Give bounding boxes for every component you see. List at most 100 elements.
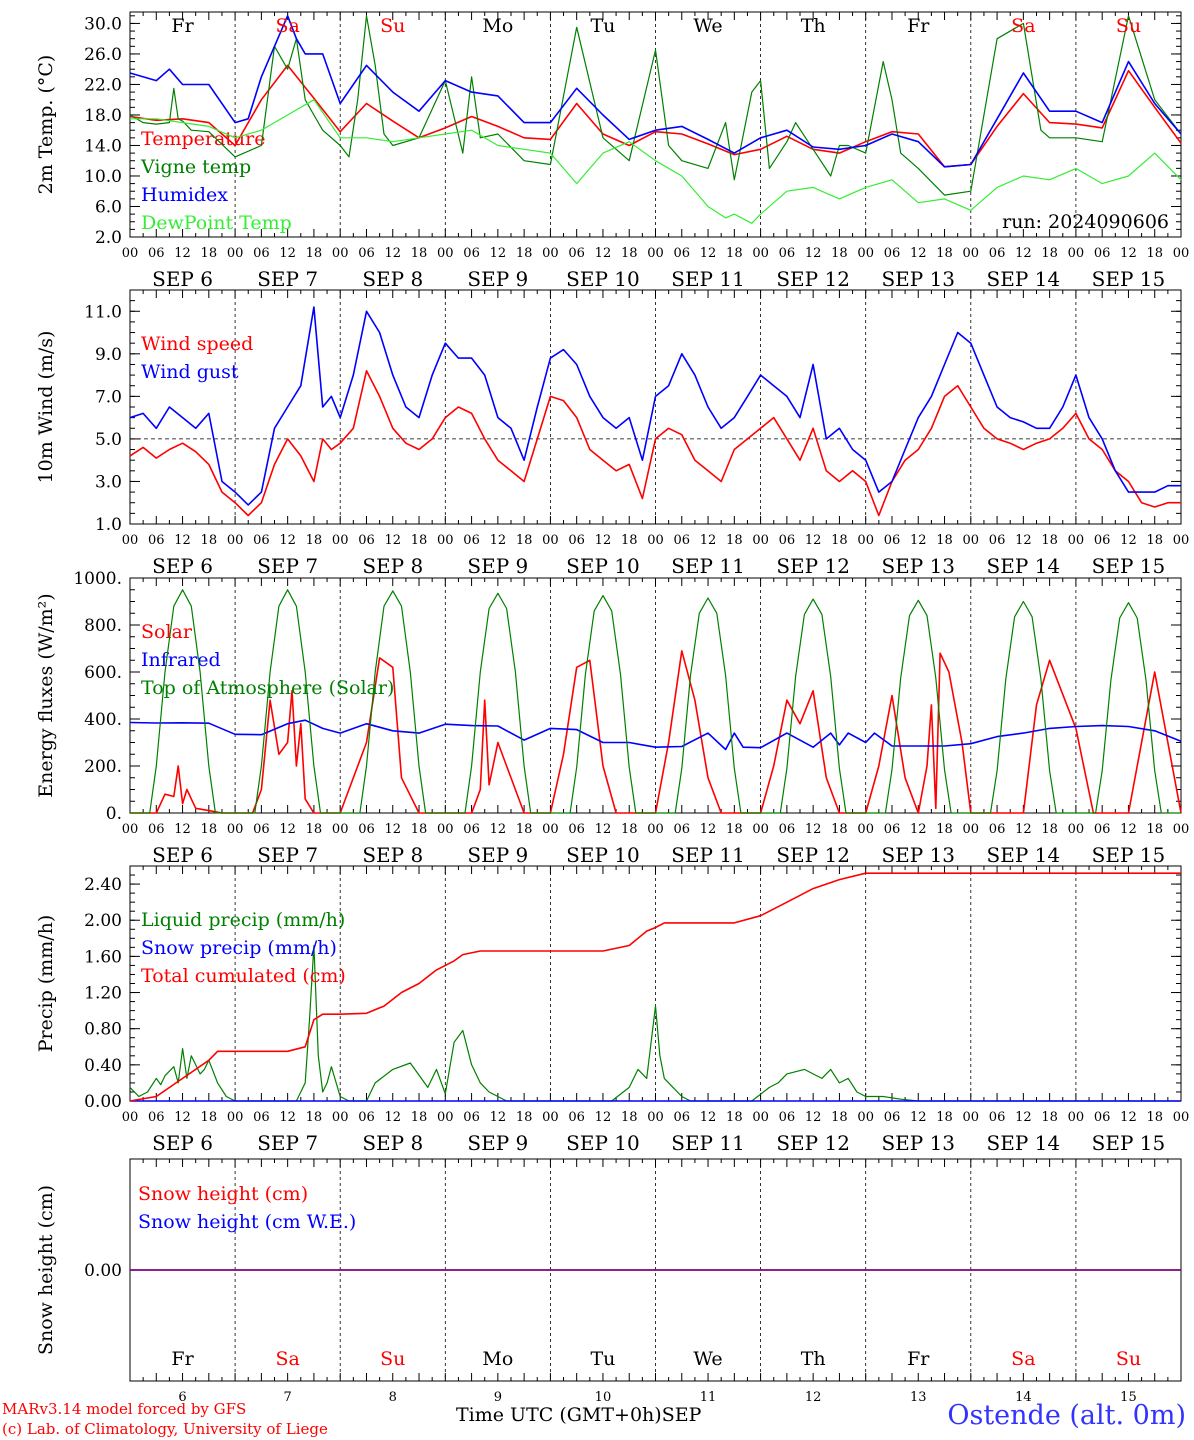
- hour-tick-label: 00: [963, 533, 980, 548]
- y-tick-label: 1.0: [95, 515, 122, 535]
- series-line-3-0: [129, 944, 1181, 1102]
- hour-tick-label: 18: [726, 533, 743, 548]
- hour-tick-label: 12: [174, 246, 191, 261]
- hour-tick-label: 12: [910, 246, 927, 261]
- date-label: SEP 14: [987, 1131, 1061, 1155]
- hour-tick-label: 00: [1068, 822, 1085, 837]
- hour-tick-label: 00: [1173, 246, 1190, 261]
- y-axis-label: 10m Wind (m/s): [35, 331, 57, 484]
- day-number-label: 8: [389, 1390, 397, 1405]
- hour-tick-label: 06: [779, 246, 796, 261]
- hour-tick-label: 18: [201, 533, 218, 548]
- hour-tick-label: 00: [437, 1110, 454, 1125]
- hour-tick-label: 18: [621, 1110, 638, 1125]
- hour-tick-label: 00: [542, 533, 559, 548]
- hour-tick-label: 00: [963, 822, 980, 837]
- hour-tick-label: 00: [437, 246, 454, 261]
- legend-entry: Total cumulated (cm): [141, 965, 346, 987]
- hour-tick-label: 00: [857, 822, 874, 837]
- hour-tick-label: 18: [411, 822, 428, 837]
- weekday-label: Sa: [275, 1348, 299, 1370]
- hour-tick-label: 06: [358, 533, 375, 548]
- date-label: SEP 10: [566, 554, 640, 578]
- hour-tick-label: 18: [306, 822, 323, 837]
- date-label: SEP 7: [257, 1131, 318, 1155]
- y-tick-label: 400.: [84, 710, 122, 730]
- hour-tick-label: 00: [227, 1110, 244, 1125]
- hour-tick-label: 12: [910, 822, 927, 837]
- hour-tick-label: 06: [1094, 246, 1111, 261]
- series-line-1-1: [129, 306, 1181, 506]
- legend-entry: Top of Atmosphere (Solar): [141, 677, 394, 699]
- hour-tick-label: 00: [332, 246, 349, 261]
- hour-tick-label: 18: [1041, 533, 1058, 548]
- weekday-label: Fr: [171, 1348, 194, 1370]
- y-tick-label: 11.0: [84, 302, 122, 322]
- hour-tick-label: 00: [332, 822, 349, 837]
- date-label: SEP 11: [671, 1131, 745, 1155]
- hour-tick-label: 18: [306, 246, 323, 261]
- hour-tick-label: 06: [568, 1110, 585, 1125]
- hour-tick-label: 06: [1094, 533, 1111, 548]
- hour-tick-label: 06: [148, 1110, 165, 1125]
- hour-tick-label: 00: [437, 822, 454, 837]
- weekday-label: Sa: [1011, 1348, 1035, 1370]
- y-tick-label: 22.0: [84, 75, 122, 95]
- date-label: SEP 15: [1092, 554, 1166, 578]
- date-label: SEP 12: [776, 843, 850, 867]
- hour-tick-label: 18: [936, 246, 953, 261]
- date-label: SEP 6: [152, 1131, 213, 1155]
- hour-tick-label: 00: [857, 533, 874, 548]
- hour-tick-label: 00: [647, 1110, 664, 1125]
- date-label: SEP 15: [1092, 1131, 1166, 1155]
- date-label: SEP 9: [467, 554, 528, 578]
- hour-tick-label: 12: [1015, 246, 1032, 261]
- hour-tick-label: 18: [621, 533, 638, 548]
- hour-tick-label: 18: [621, 822, 638, 837]
- hour-tick-label: 06: [568, 246, 585, 261]
- hour-tick-label: 12: [174, 533, 191, 548]
- hour-tick-label: 18: [1146, 533, 1163, 548]
- hour-tick-label: 12: [1120, 822, 1137, 837]
- hour-tick-label: 00: [1173, 1110, 1190, 1125]
- day-number-label: 6: [178, 1390, 186, 1405]
- y-tick-label: 6.0: [95, 197, 122, 217]
- legend-entry: Liquid precip (mm/h): [141, 909, 345, 931]
- y-tick-label: 0.: [106, 804, 122, 824]
- date-label: SEP 8: [362, 843, 423, 867]
- legend-entry: Vigne temp: [140, 156, 251, 178]
- hour-tick-label: 06: [358, 1110, 375, 1125]
- hour-tick-label: 18: [516, 533, 533, 548]
- hour-tick-label: 18: [831, 246, 848, 261]
- hour-tick-label: 12: [595, 533, 612, 548]
- weekday-label: Fr: [171, 15, 194, 37]
- day-number-label: 15: [1120, 1390, 1137, 1405]
- date-label: SEP 11: [671, 554, 745, 578]
- hour-tick-label: 00: [647, 246, 664, 261]
- hour-tick-label: 00: [1068, 533, 1085, 548]
- hour-tick-label: 06: [463, 1110, 480, 1125]
- date-label: SEP 6: [152, 843, 213, 867]
- legend-entry: Humidex: [141, 184, 228, 206]
- hour-tick-label: 18: [1041, 822, 1058, 837]
- hour-tick-label: 18: [516, 1110, 533, 1125]
- hour-tick-label: 18: [306, 533, 323, 548]
- series-line-1-0: [129, 369, 1181, 517]
- hour-tick-label: 00: [122, 1110, 139, 1125]
- y-tick-label: 2.40: [84, 875, 122, 895]
- weekday-label: Fr: [907, 1348, 930, 1370]
- series-line-0-3: [130, 99, 1182, 224]
- hour-tick-label: 12: [595, 822, 612, 837]
- y-tick-label: 800.: [84, 616, 122, 636]
- weekday-label: Tu: [590, 1348, 615, 1370]
- legend-entry: Snow height (cm): [138, 1183, 308, 1205]
- time-axis-title: Time UTC (GMT+0h)SEP: [456, 1404, 702, 1426]
- hour-tick-label: 18: [936, 1110, 953, 1125]
- weekday-label: Su: [1116, 1348, 1141, 1370]
- hour-tick-label: 06: [989, 533, 1006, 548]
- hour-tick-label: 00: [332, 1110, 349, 1125]
- hour-tick-label: 00: [963, 246, 980, 261]
- hour-tick-label: 00: [857, 246, 874, 261]
- date-label: SEP 10: [566, 267, 640, 291]
- hour-tick-label: 06: [989, 246, 1006, 261]
